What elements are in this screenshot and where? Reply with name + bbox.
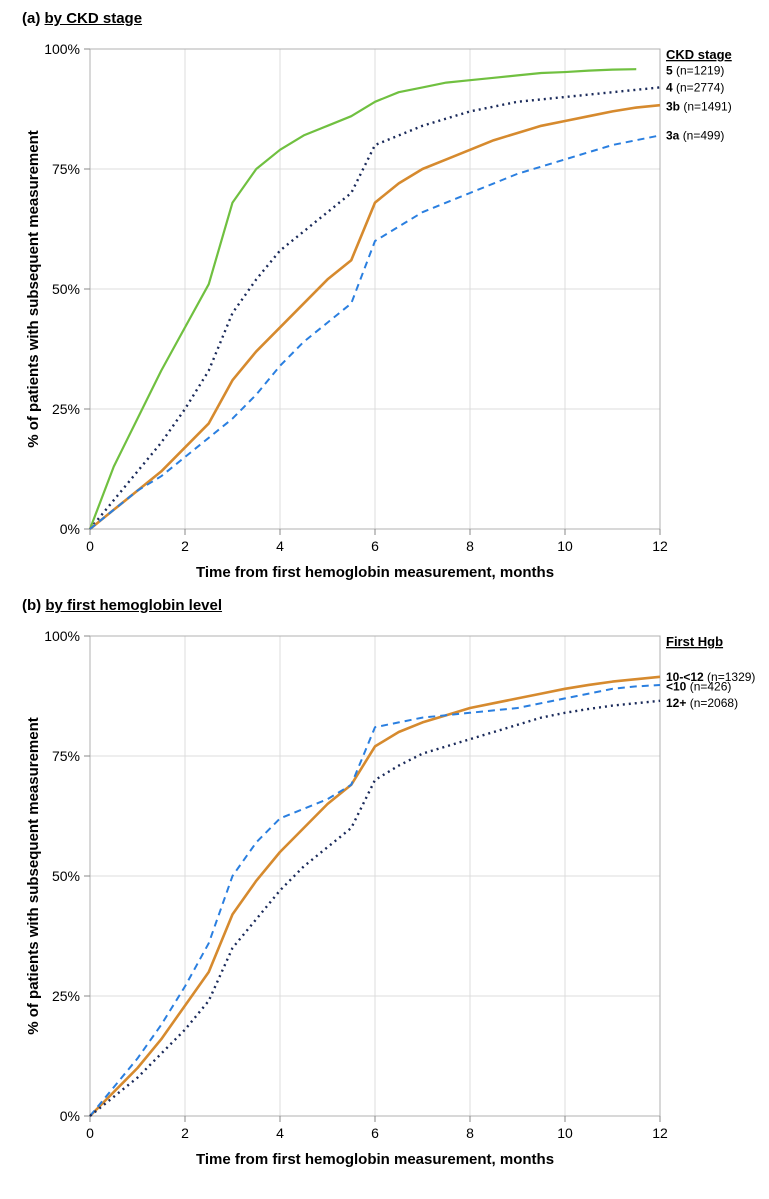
svg-text:0: 0: [86, 1125, 94, 1141]
svg-text:<10 (n=426): <10 (n=426): [666, 679, 731, 693]
panel-a-title: (a) by CKD stage: [22, 10, 759, 27]
svg-text:12: 12: [652, 538, 668, 554]
chart-b: 0 2 4 6 8 10 12 0% 25% 50% 75% 100% Time from first …: [10, 616, 759, 1176]
svg-text:4: 4: [276, 538, 284, 554]
panel-a: (a) by CKD stage 0 2 4 6 8 10 12 0% 25% 50% 75% 100…: [10, 10, 759, 589]
svg-text:25%: 25%: [52, 401, 80, 417]
svg-text:% of patients with subsequent: % of patients with subsequent measuremen…: [25, 717, 42, 1035]
svg-text:% of patients with subsequent: % of patients with subsequent measuremen…: [25, 130, 42, 448]
chart-a-svg: 0 2 4 6 8 10 12 0% 25% 50% 75% 100% Time from first …: [10, 29, 759, 589]
svg-text:0%: 0%: [60, 1108, 80, 1124]
svg-text:75%: 75%: [52, 748, 80, 764]
svg-text:75%: 75%: [52, 161, 80, 177]
svg-text:3a (n=499): 3a (n=499): [666, 128, 724, 142]
svg-text:4: 4: [276, 1125, 284, 1141]
chart-a: 0 2 4 6 8 10 12 0% 25% 50% 75% 100% Time from first …: [10, 29, 759, 589]
svg-text:25%: 25%: [52, 988, 80, 1004]
panel-b-text: by first hemoglobin level: [45, 597, 222, 614]
svg-text:0%: 0%: [60, 521, 80, 537]
panel-b: (b) by first hemoglobin level 0246810120…: [10, 597, 759, 1176]
svg-text:Time from first hemoglobin mea: Time from first hemoglobin measurement, …: [196, 564, 554, 581]
svg-text:First Hgb: First Hgb: [666, 634, 723, 649]
svg-text:4 (n=2774): 4 (n=2774): [666, 80, 724, 94]
svg-text:2: 2: [181, 1125, 189, 1141]
svg-text:6: 6: [371, 538, 379, 554]
panel-a-letter: (a): [22, 10, 40, 27]
svg-text:8: 8: [466, 1125, 474, 1141]
svg-text:Time from first hemoglobin mea: Time from first hemoglobin measurement, …: [196, 1151, 554, 1168]
svg-text:10: 10: [557, 1125, 573, 1141]
chart-b-svg: 0 2 4 6 8 10 12 0% 25% 50% 75% 100% Time from first …: [10, 616, 759, 1176]
svg-text:6: 6: [371, 1125, 379, 1141]
svg-text:10: 10: [557, 538, 573, 554]
svg-text:100%: 100%: [44, 41, 80, 57]
svg-text:5 (n=1219): 5 (n=1219): [666, 64, 724, 78]
svg-text:8: 8: [466, 538, 474, 554]
panel-b-letter: (b): [22, 597, 41, 614]
svg-text:3b (n=1491): 3b (n=1491): [666, 100, 732, 114]
svg-text:50%: 50%: [52, 868, 80, 884]
svg-text:50%: 50%: [52, 281, 80, 297]
svg-text:12+ (n=2068): 12+ (n=2068): [666, 696, 738, 710]
panel-b-title: (b) by first hemoglobin level: [22, 597, 759, 614]
svg-text:100%: 100%: [44, 628, 80, 644]
svg-text:2: 2: [181, 538, 189, 554]
svg-text:12: 12: [652, 1125, 668, 1141]
svg-text:0: 0: [86, 538, 94, 554]
panel-a-text: by CKD stage: [45, 10, 143, 27]
svg-text:CKD stage: CKD stage: [666, 47, 732, 62]
